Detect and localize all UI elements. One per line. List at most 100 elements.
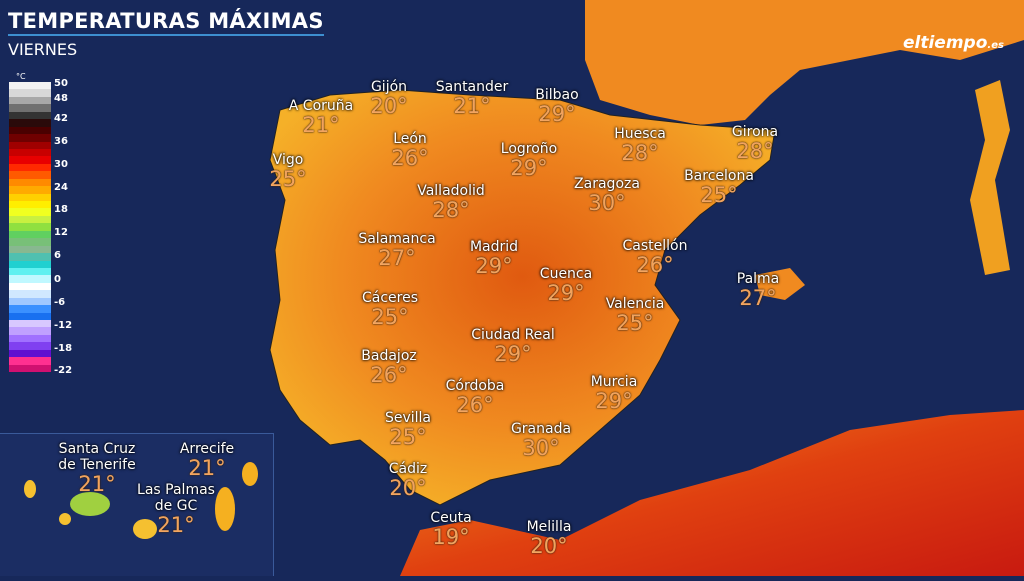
- city-name: Logroño: [500, 141, 558, 157]
- legend-swatch: [9, 111, 51, 120]
- city-temp: 25°: [616, 311, 654, 335]
- legend-swatch: [9, 290, 51, 298]
- legend-swatch: [9, 267, 51, 276]
- city-name: Santander: [435, 79, 509, 95]
- legend-swatch: [9, 253, 51, 261]
- city-temp: 26°: [456, 393, 494, 417]
- city-label: Cádiz 20°: [389, 461, 427, 499]
- city-name-line2: de Tenerife: [58, 457, 136, 473]
- legend-swatch: [9, 178, 51, 187]
- city-label: A Coruña 21°: [289, 98, 353, 136]
- city-label: Santander 21°: [436, 79, 509, 117]
- city-temp: 27°: [739, 286, 777, 310]
- city-label: Madrid 29°: [470, 239, 518, 277]
- city-name: Santa Cruz: [58, 441, 136, 457]
- city-label: Salamanca 27°: [358, 231, 435, 269]
- legend-swatch: [9, 96, 51, 105]
- city-temp: 27°: [378, 246, 416, 270]
- canarias-inset: [0, 433, 274, 576]
- legend-swatch: [9, 223, 51, 231]
- legend-swatch: [9, 104, 51, 112]
- city-label: Huesca 28°: [614, 126, 666, 164]
- city-name: A Coruña: [288, 98, 354, 114]
- city-label: Vigo 25°: [269, 152, 307, 190]
- city-temp: 26°: [636, 253, 674, 277]
- city-label: Murcia 29°: [591, 374, 638, 412]
- city-name: Huesca: [614, 126, 666, 142]
- city-temp: 30°: [522, 436, 560, 460]
- legend-tick: 30: [54, 159, 68, 170]
- legend-unit: °C: [16, 72, 26, 81]
- city-label: Palma 27°: [737, 271, 780, 309]
- city-name: Palma: [736, 271, 780, 287]
- city-label: León 26°: [391, 131, 429, 169]
- city-name: Vigo: [272, 152, 304, 168]
- iberia-landmass: [269, 89, 776, 506]
- legend-swatch: [9, 282, 51, 291]
- city-temp: 25°: [389, 425, 427, 449]
- city-label: Córdoba 26°: [446, 378, 505, 416]
- city-name: Barcelona: [684, 168, 754, 184]
- legend-swatch: [9, 327, 51, 335]
- city-temp: 21°: [453, 94, 491, 118]
- legend-swatch: [9, 208, 51, 216]
- legend-tick: -18: [54, 343, 73, 354]
- legend-tick: 12: [54, 227, 68, 238]
- legend-swatch: [9, 238, 51, 246]
- city-temp: 25°: [700, 183, 738, 207]
- legend-swatch: [9, 275, 51, 283]
- city-temp: 21°: [302, 113, 340, 137]
- city-name: Valladolid: [417, 183, 485, 199]
- city-name: Salamanca: [358, 231, 436, 247]
- day-label: VIERNES: [8, 40, 78, 59]
- legend-tick: -12: [54, 320, 73, 331]
- city-name: León: [393, 131, 427, 147]
- legend-swatch: [9, 89, 51, 97]
- city-name: Murcia: [590, 374, 638, 390]
- city-name: Las Palmas: [137, 482, 215, 498]
- canary-islands-map: [24, 462, 258, 539]
- city-label: Valencia 25°: [606, 296, 665, 334]
- city-name: Gijón: [370, 79, 408, 95]
- city-label: Melilla 20°: [527, 519, 572, 557]
- city-label: Gijón 20°: [370, 79, 408, 117]
- city-temp: 19°: [432, 525, 470, 549]
- logo-text: eltiempo: [903, 33, 988, 53]
- legend-swatch: [9, 119, 51, 127]
- city-label: Zaragoza 30°: [574, 176, 640, 214]
- city-name: Zaragoza: [574, 176, 640, 192]
- city-label: Bilbao 29°: [535, 87, 578, 125]
- city-name: Ciudad Real: [471, 327, 555, 343]
- mallorca-island: [755, 268, 805, 300]
- legend-swatch: [9, 230, 51, 239]
- eltiempo-logo: eltiempo.es: [903, 33, 1004, 53]
- city-temp: 21°: [157, 513, 195, 537]
- city-temp: 29°: [538, 102, 576, 126]
- city-label: Barcelona 25°: [684, 168, 754, 206]
- city-temp: 26°: [370, 363, 408, 387]
- legend-swatch: [9, 171, 51, 179]
- canarias-city-label: Santa Cruz de Tenerife 21°: [58, 441, 135, 495]
- legend-swatch: [9, 156, 51, 164]
- city-name: Girona: [731, 124, 779, 140]
- city-temp: 29°: [494, 342, 532, 366]
- city-name: Córdoba: [445, 378, 505, 394]
- legend-swatch: [9, 134, 51, 142]
- legend-tick: 36: [54, 136, 68, 147]
- legend-tick: -22: [54, 365, 73, 376]
- city-label: Badajoz 26°: [361, 348, 416, 386]
- legend-swatch: [9, 357, 51, 365]
- legend-swatch: [9, 163, 51, 172]
- city-temp: 28°: [432, 198, 470, 222]
- corsica-sardinia: [970, 80, 1010, 275]
- legend-swatch: [9, 201, 51, 209]
- canarias-city-label: Las Palmas de GC 21°: [137, 482, 215, 536]
- city-name: Valencia: [605, 296, 665, 312]
- city-label: Cuenca 29°: [540, 266, 592, 304]
- city-name: Granada: [510, 421, 572, 437]
- city-name: Sevilla: [384, 410, 432, 426]
- city-temp: 21°: [188, 456, 226, 480]
- city-name: Ceuta: [430, 510, 472, 526]
- legend-swatch: [9, 342, 51, 350]
